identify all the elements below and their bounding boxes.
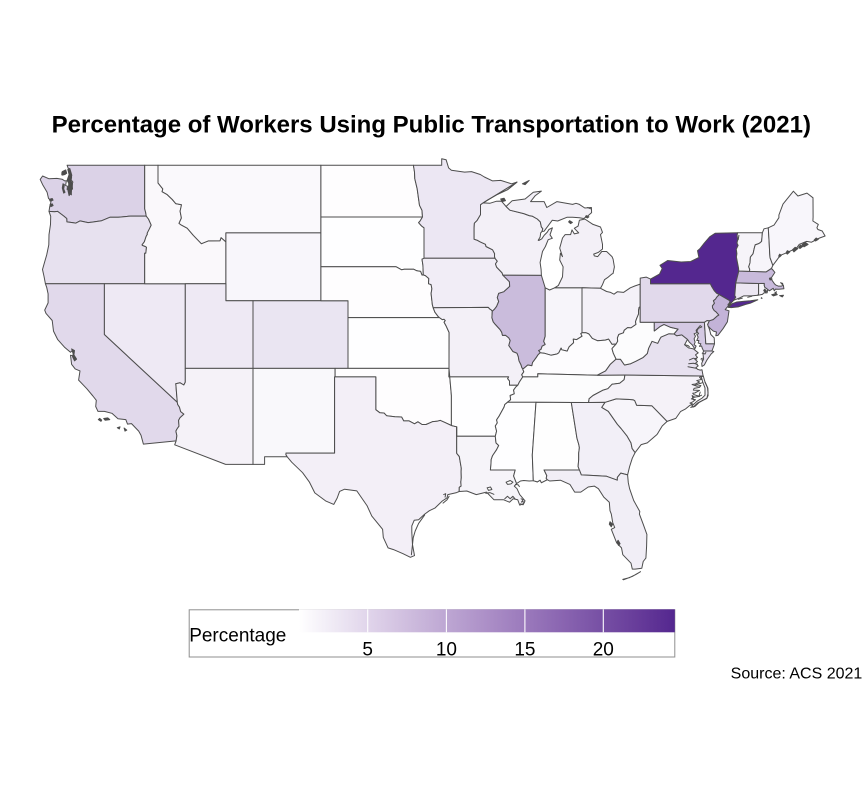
svg-text:20: 20 [593, 639, 614, 660]
svg-text:Percentage of Workers Using Pu: Percentage of Workers Using Public Trans… [52, 112, 811, 139]
svg-text:10: 10 [436, 639, 457, 660]
svg-text:15: 15 [514, 639, 535, 660]
svg-text:Source: ACS 2021: Source: ACS 2021 [731, 666, 863, 683]
svg-text:5: 5 [362, 639, 373, 660]
svg-text:Percentage: Percentage [189, 626, 286, 647]
